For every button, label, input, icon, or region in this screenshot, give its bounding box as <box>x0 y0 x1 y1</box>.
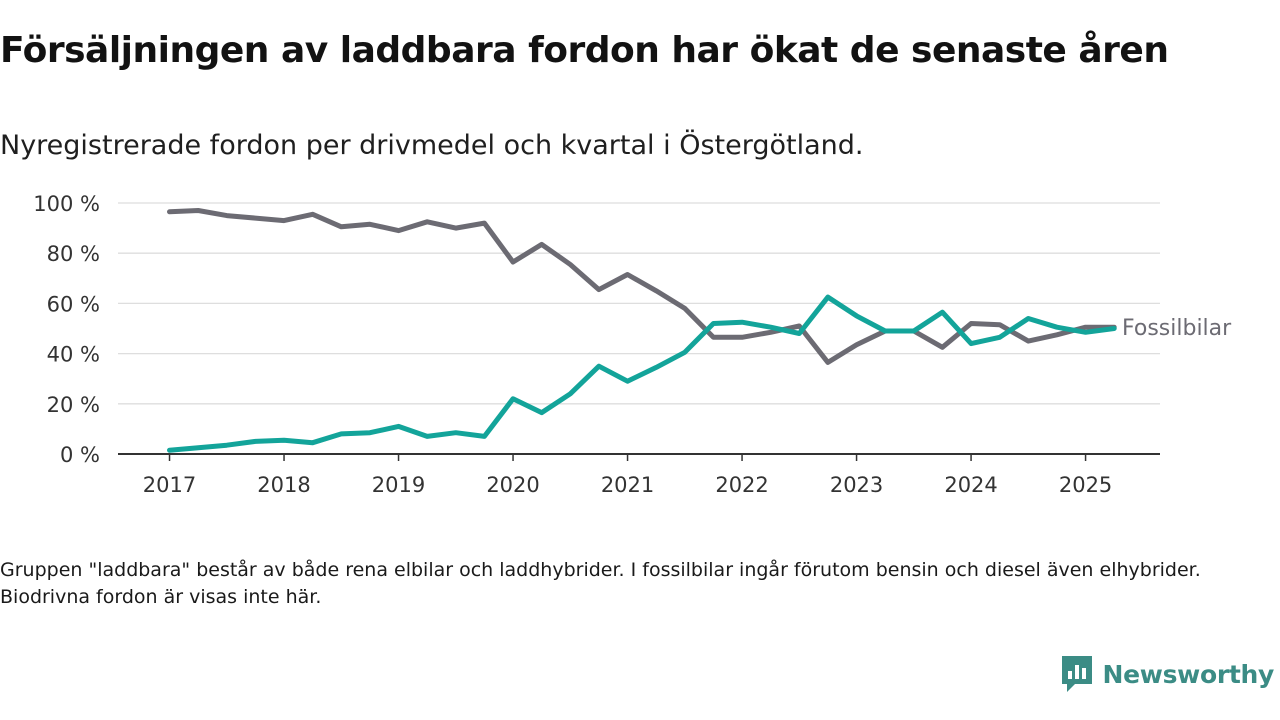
x-tick-label: 2017 <box>143 473 196 497</box>
footnote: Gruppen "laddbara" består av både rena e… <box>0 559 1201 608</box>
chart-title: Försäljningen av laddbara fordon har öka… <box>0 30 1169 71</box>
x-tick-label: 2021 <box>601 473 654 497</box>
x-tick-label: 2022 <box>715 473 768 497</box>
line-chart: 0 % 20 % 40 % 60 % 80 % 100 % 2017 2018 2019 202… <box>33 192 1232 497</box>
x-tick-label: 2019 <box>372 473 425 497</box>
series-line-laddbara <box>167 294 1117 453</box>
newsworthy-logo-icon <box>1061 656 1092 692</box>
brand-name: Newsworthy <box>1102 659 1275 689</box>
y-tick-label: 60 % <box>47 292 100 316</box>
series-labels: Fossilbilar <box>1122 316 1232 341</box>
x-tick-label: 2023 <box>830 473 883 497</box>
y-tick-label: 80 % <box>47 242 100 266</box>
x-tick-label: 2024 <box>944 473 997 497</box>
brand[interactable]: Newsworthy <box>1060 654 1275 694</box>
series-line-fossil <box>167 208 1117 365</box>
x-tick-label: 2020 <box>486 473 539 497</box>
y-tick-label: 0 % <box>60 443 100 467</box>
x-axis: 2017 2018 2019 2020 2021 2022 2023 2024 2025 <box>118 453 1160 497</box>
x-tick-label: 2025 <box>1059 473 1112 497</box>
gridlines <box>118 202 1160 405</box>
y-tick-label: 40 % <box>47 343 100 367</box>
x-tick-label: 2018 <box>257 473 310 497</box>
y-tick-label: 20 % <box>47 393 100 417</box>
y-tick-label: 100 % <box>33 192 100 216</box>
series-label-fossil: Fossilbilar <box>1122 316 1232 341</box>
y-axis: 0 % 20 % 40 % 60 % 80 % 100 % <box>33 192 100 467</box>
series-lines <box>167 208 1117 453</box>
chart-subtitle: Nyregistrerade fordon per drivmedel och … <box>0 130 864 161</box>
